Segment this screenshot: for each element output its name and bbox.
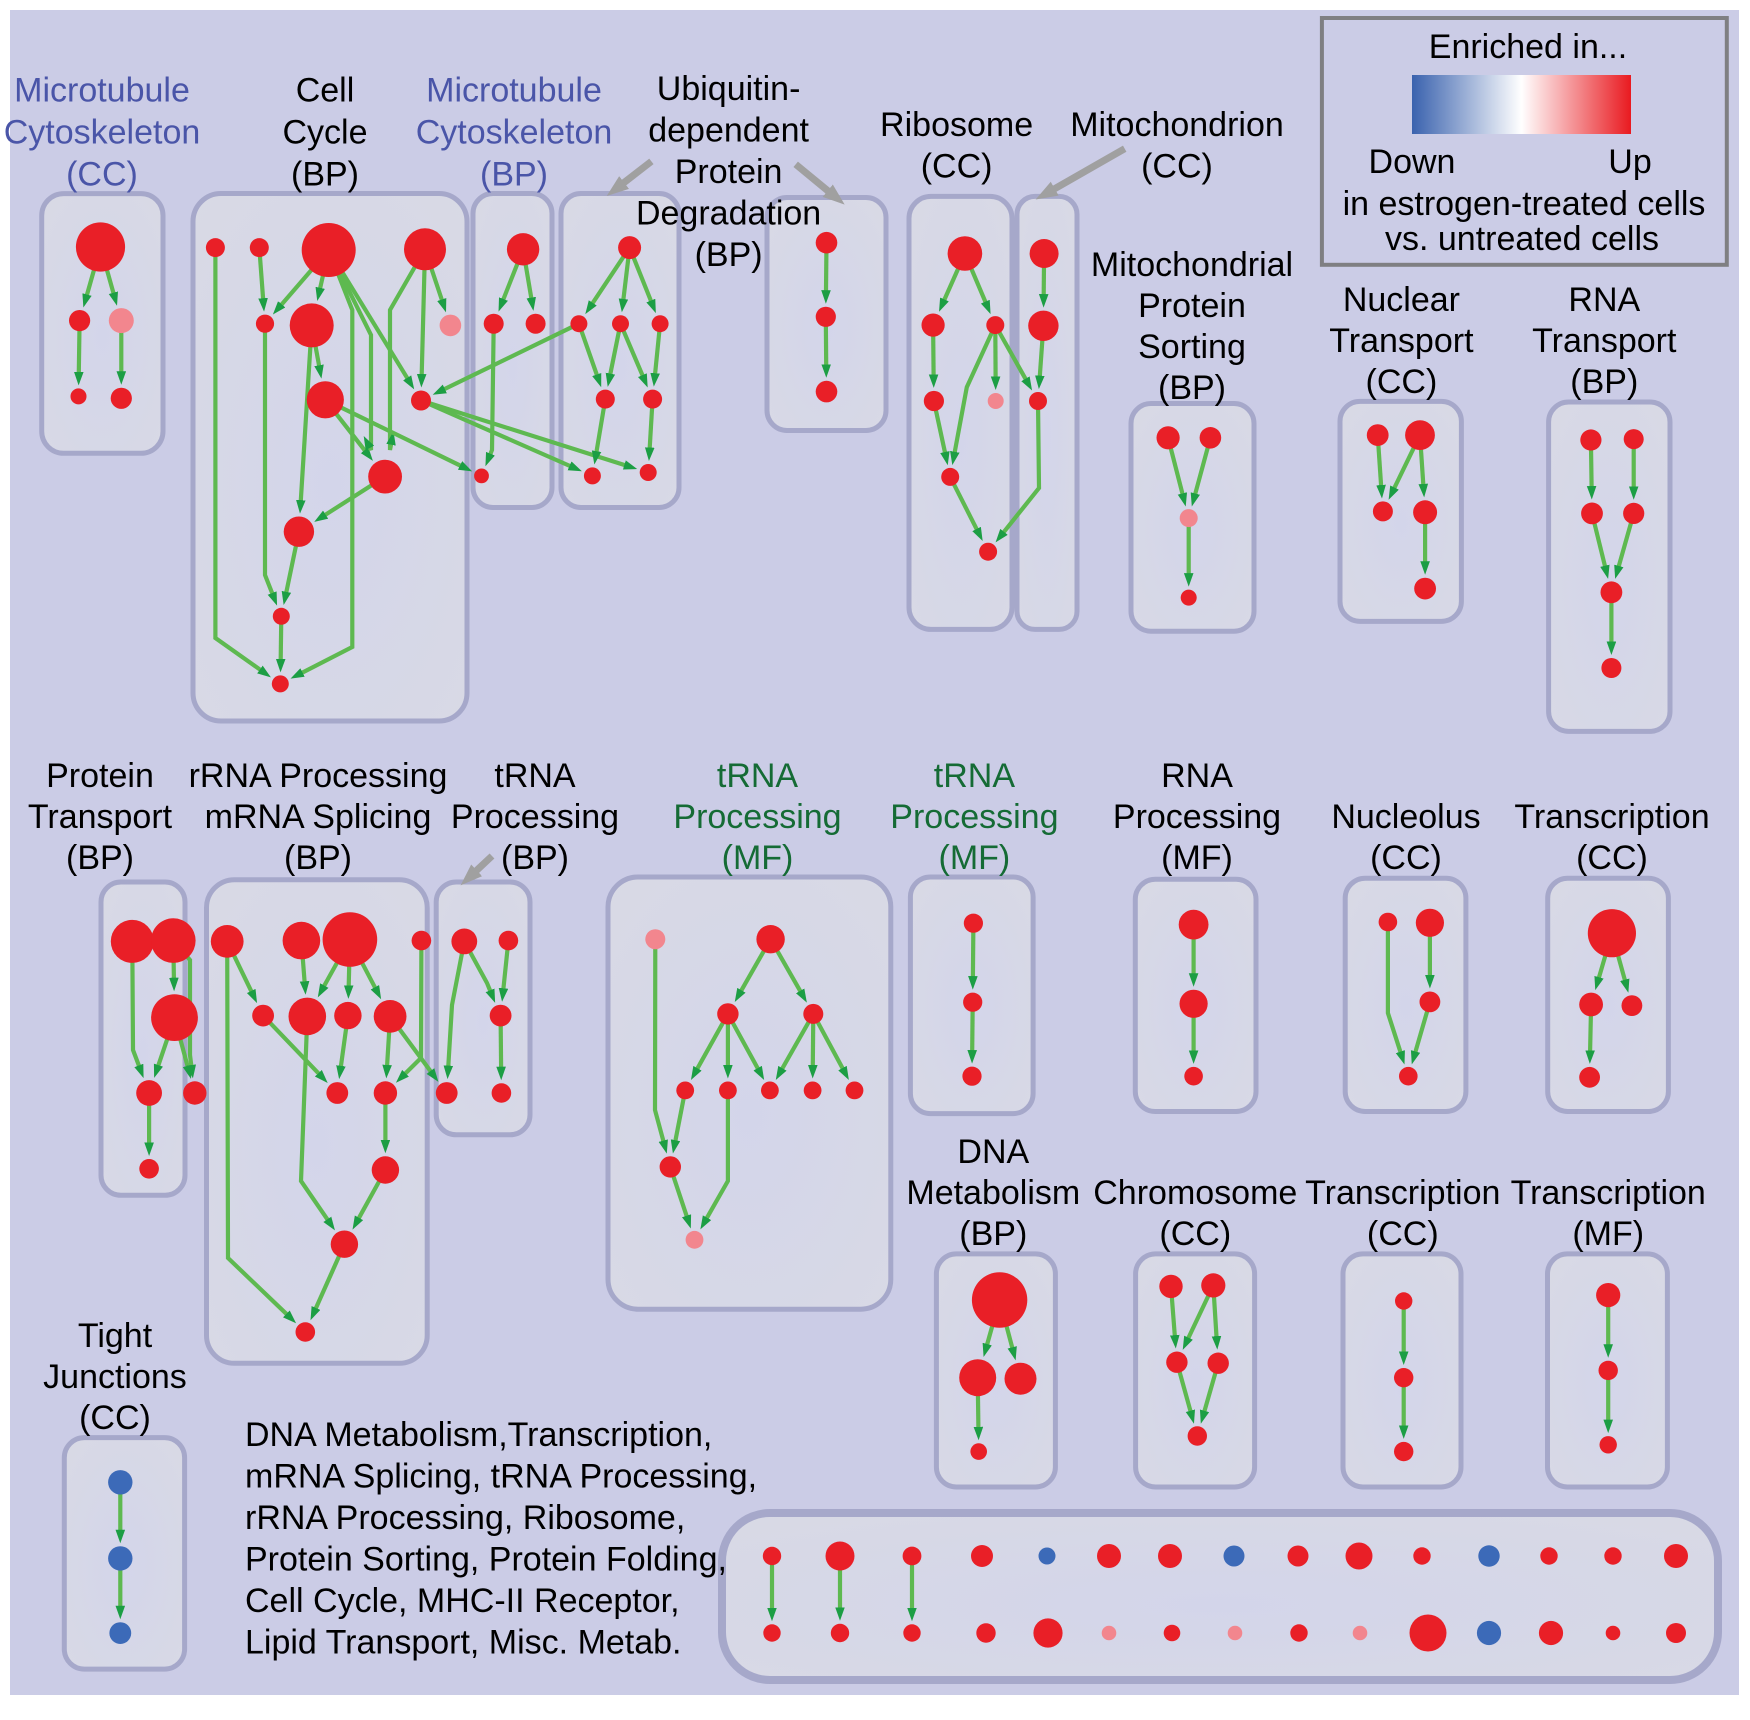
svg-text:(CC): (CC) [1366,363,1438,401]
svg-text:Microtubule: Microtubule [14,72,190,110]
svg-text:rRNA Processing, Ribosome,: rRNA Processing, Ribosome, [245,1499,685,1537]
svg-text:Ribosome: Ribosome [880,106,1033,144]
svg-text:(BP): (BP) [1570,363,1638,401]
svg-text:Processing: Processing [890,798,1058,836]
svg-text:Nucleolus: Nucleolus [1331,798,1480,836]
svg-text:Protein: Protein [46,757,154,795]
svg-text:(BP): (BP) [480,156,548,194]
svg-text:Cytoskeleton: Cytoskeleton [4,114,201,152]
svg-text:Transcription: Transcription [1305,1174,1500,1212]
svg-text:tRNA: tRNA [717,757,799,795]
svg-text:Protein: Protein [1138,287,1246,325]
svg-text:(CC): (CC) [921,148,993,186]
svg-text:Lipid Transport, Misc. Metab.: Lipid Transport, Misc. Metab. [245,1624,682,1662]
svg-text:(CC): (CC) [1576,839,1648,877]
svg-text:Processing: Processing [451,798,619,836]
svg-text:(BP): (BP) [291,156,359,194]
svg-text:Sorting: Sorting [1138,328,1246,366]
svg-text:(BP): (BP) [284,839,352,877]
svg-text:(MF): (MF) [1572,1215,1644,1253]
svg-text:(CC): (CC) [1370,839,1442,877]
svg-text:in estrogen-treated cells: in estrogen-treated cells [1343,185,1706,223]
svg-text:(CC): (CC) [66,156,138,194]
svg-text:(BP): (BP) [501,839,569,877]
svg-text:(CC): (CC) [1141,148,1213,186]
svg-text:Transport: Transport [1329,322,1474,360]
svg-text:Degradation: Degradation [636,195,821,233]
svg-text:RNA: RNA [1161,757,1233,795]
svg-text:(CC): (CC) [1159,1215,1231,1253]
svg-text:RNA: RNA [1568,281,1640,319]
svg-text:mRNA Splicing: mRNA Splicing [205,798,432,836]
svg-text:(BP): (BP) [959,1215,1027,1253]
svg-text:Transcription: Transcription [1514,798,1709,836]
svg-text:Ubiquitin-: Ubiquitin- [657,70,801,108]
svg-text:dependent: dependent [648,112,809,150]
svg-text:tRNA: tRNA [934,757,1016,795]
svg-text:Transport: Transport [1532,322,1677,360]
svg-text:Transport: Transport [28,798,173,836]
svg-text:Cell: Cell [296,72,355,110]
svg-text:Enriched in...: Enriched in... [1429,28,1627,66]
svg-text:Protein Sorting, Protein Foldi: Protein Sorting, Protein Folding, [245,1541,727,1579]
svg-text:Metabolism: Metabolism [906,1174,1080,1212]
svg-text:(BP): (BP) [1158,369,1226,407]
svg-text:Up: Up [1608,143,1651,181]
svg-text:(CC): (CC) [1367,1215,1439,1253]
svg-text:Microtubule: Microtubule [426,72,602,110]
svg-text:DNA: DNA [957,1133,1029,1171]
svg-text:Mitochondrial: Mitochondrial [1091,246,1293,284]
svg-text:(CC): (CC) [79,1399,151,1437]
svg-text:tRNA: tRNA [494,757,576,795]
svg-text:Tight: Tight [78,1317,153,1355]
svg-text:Cycle: Cycle [282,114,367,152]
svg-text:Junctions: Junctions [43,1358,187,1396]
svg-text:rRNA Processing: rRNA Processing [189,757,448,795]
svg-text:(BP): (BP) [66,839,134,877]
svg-text:Cell Cycle, MHC-II Receptor,: Cell Cycle, MHC-II Receptor, [245,1582,680,1620]
svg-text:Processing: Processing [1113,798,1281,836]
svg-text:(BP): (BP) [695,236,763,274]
svg-text:DNA Metabolism,Transcription,: DNA Metabolism,Transcription, [245,1416,712,1454]
svg-text:mRNA Splicing, tRNA Processing: mRNA Splicing, tRNA Processing, [245,1458,757,1496]
svg-text:Down: Down [1369,143,1456,181]
svg-text:Cytoskeleton: Cytoskeleton [416,114,613,152]
svg-text:Transcription: Transcription [1511,1174,1706,1212]
svg-text:(MF): (MF) [939,839,1011,877]
svg-text:Nuclear: Nuclear [1343,281,1460,319]
svg-text:Mitochondrion: Mitochondrion [1070,106,1284,144]
svg-text:(MF): (MF) [722,839,794,877]
svg-text:vs. untreated cells: vs. untreated cells [1385,220,1659,258]
svg-text:(MF): (MF) [1161,839,1233,877]
svg-text:Chromosome: Chromosome [1093,1174,1297,1212]
svg-text:Protein: Protein [675,153,783,191]
svg-text:Processing: Processing [673,798,841,836]
